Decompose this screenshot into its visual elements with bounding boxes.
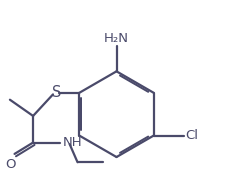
Text: S: S — [51, 85, 61, 100]
Text: O: O — [5, 158, 16, 171]
Text: H₂N: H₂N — [104, 32, 129, 45]
Text: NH: NH — [63, 136, 83, 149]
Text: Cl: Cl — [185, 129, 199, 142]
